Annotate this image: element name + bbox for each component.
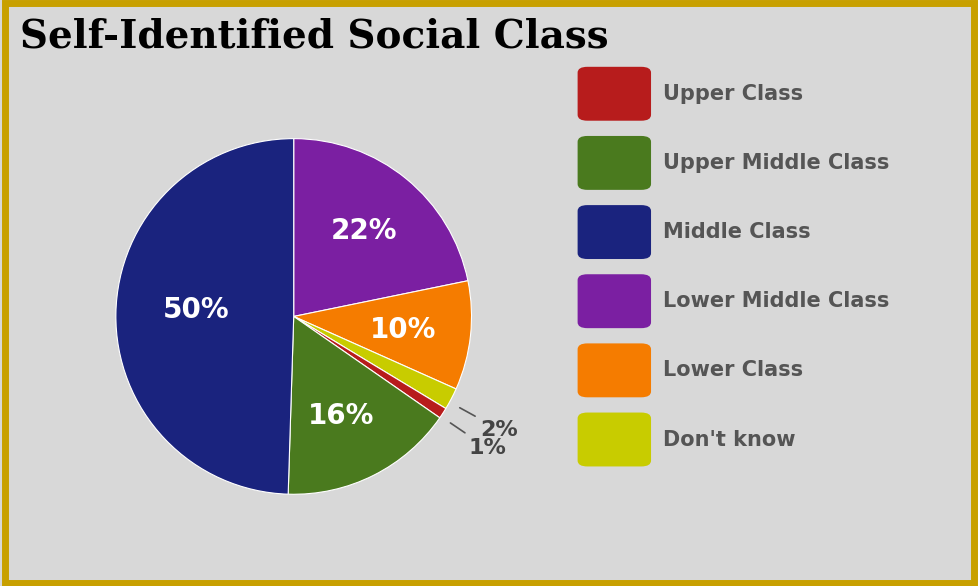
Text: 22%: 22% [331,217,397,246]
Text: 2%: 2% [480,420,517,440]
Text: Upper Middle Class: Upper Middle Class [662,153,888,173]
Wedge shape [293,281,471,389]
Text: Lower Class: Lower Class [662,360,802,380]
Text: Self-Identified Social Class: Self-Identified Social Class [20,18,607,56]
Text: Don't know: Don't know [662,430,794,449]
Wedge shape [293,139,467,316]
Text: 16%: 16% [307,402,374,430]
Text: Upper Class: Upper Class [662,84,802,104]
Text: Middle Class: Middle Class [662,222,810,242]
Wedge shape [293,316,445,418]
Wedge shape [115,139,293,494]
Text: 10%: 10% [370,316,436,344]
Text: Lower Middle Class: Lower Middle Class [662,291,888,311]
Text: 1%: 1% [468,438,507,458]
Wedge shape [288,316,439,494]
Wedge shape [293,316,456,408]
Text: 50%: 50% [162,297,229,324]
